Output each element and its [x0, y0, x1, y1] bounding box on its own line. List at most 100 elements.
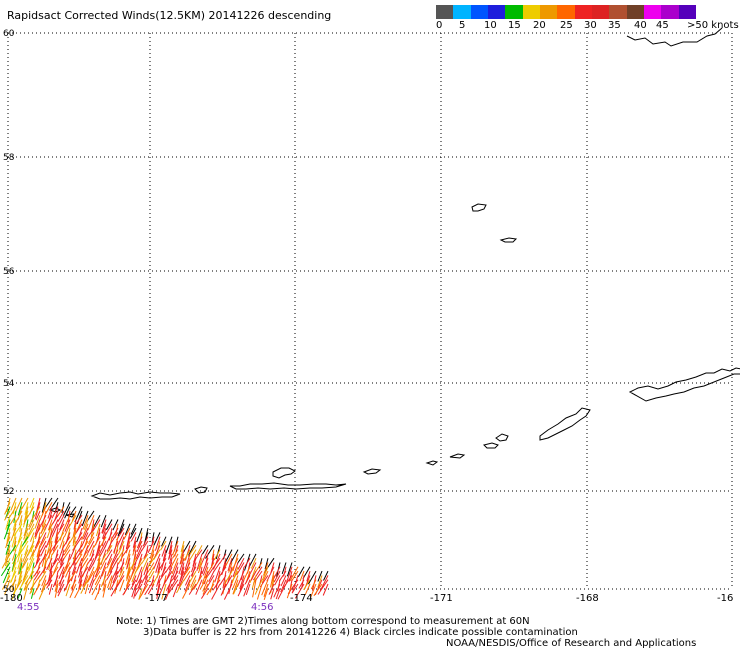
wind-barb	[172, 549, 179, 559]
wind-barb	[132, 540, 137, 552]
wind-barb	[74, 583, 83, 599]
wind-barb	[208, 570, 215, 583]
wind-barb	[135, 545, 143, 560]
colorbar-label: 20	[533, 20, 546, 31]
wind-barb	[182, 540, 191, 553]
coast-segment	[425, 460, 439, 466]
wind-barb	[89, 575, 95, 588]
wind-barb	[278, 570, 287, 582]
wind-barb	[102, 583, 107, 598]
wind-barb	[239, 579, 245, 592]
wind-barb	[5, 536, 11, 549]
wind-barb	[34, 519, 41, 535]
wind-barb	[8, 579, 17, 590]
wind-barb	[190, 579, 197, 591]
coast-segment	[626, 27, 723, 47]
wind-barb	[113, 540, 119, 553]
wind-barb	[74, 506, 83, 523]
wind-barb	[100, 575, 107, 587]
wind-barb	[205, 575, 215, 590]
wind-barb	[46, 536, 53, 554]
wind-barb	[252, 570, 263, 584]
wind-barb	[57, 545, 65, 561]
coast-segment	[483, 442, 499, 449]
wind-barb	[177, 570, 185, 587]
wind-barb	[99, 562, 107, 580]
wind-barb	[105, 549, 113, 561]
wind-barb	[54, 527, 59, 543]
wind-barb	[35, 497, 41, 514]
wind-barb	[20, 536, 29, 548]
wind-barb	[17, 558, 23, 575]
notes-block: Note: 1) Times are GMT 2)Times along bot…	[116, 616, 696, 649]
wind-barb	[202, 562, 209, 576]
wind-barb	[75, 558, 83, 574]
wind-barb	[220, 583, 227, 596]
wind-barb	[261, 579, 269, 596]
wind-barb	[27, 540, 35, 556]
wind-barb	[75, 532, 83, 544]
wind-barb	[94, 575, 101, 586]
wind-barb	[10, 497, 17, 511]
wind-barb	[184, 575, 191, 586]
wind-barb	[213, 557, 221, 567]
lon-label: -16	[717, 593, 733, 604]
wind-barb	[24, 575, 35, 591]
wind-barb	[123, 527, 131, 540]
wind-barb	[92, 549, 101, 566]
wind-barbs	[0, 497, 329, 601]
wind-barb	[47, 519, 53, 531]
wind-barb	[19, 562, 23, 574]
wind-barb	[172, 583, 179, 598]
wind-barb	[34, 536, 41, 549]
wind-barb	[126, 558, 131, 569]
wind-barb	[277, 583, 287, 600]
wind-barb	[24, 527, 35, 544]
wind-barb	[148, 566, 155, 576]
wind-barb	[102, 579, 107, 592]
wind-barb	[65, 583, 71, 597]
wind-barb	[236, 562, 245, 576]
wind-barb	[161, 536, 167, 547]
wind-barb	[18, 515, 23, 526]
wind-barb	[106, 570, 113, 581]
wind-barb	[33, 570, 41, 581]
lat-label: 50	[3, 585, 15, 595]
wind-barb	[228, 562, 233, 573]
wind-barb	[136, 527, 143, 543]
wind-barb	[274, 575, 281, 586]
wind-barb	[23, 523, 29, 537]
wind-barb	[52, 553, 59, 565]
colorbar-segment	[436, 5, 454, 19]
wind-barb	[58, 575, 65, 585]
wind-barb	[168, 540, 173, 555]
wind-barb	[198, 558, 203, 570]
wind-barb	[78, 570, 83, 584]
wind-barb	[5, 515, 11, 530]
wind-barb	[322, 583, 329, 596]
wind-barb	[206, 583, 215, 596]
wind-barb	[178, 575, 185, 590]
wind-barb	[17, 545, 23, 563]
wind-barb	[183, 549, 191, 562]
wind-barb	[105, 519, 113, 531]
wind-barb	[251, 575, 257, 589]
wind-barb	[87, 540, 95, 554]
coast-segment	[471, 203, 487, 212]
wind-barb	[196, 553, 203, 572]
wind-barb	[41, 549, 47, 567]
wind-barb	[38, 583, 47, 600]
wind-barb	[223, 583, 233, 600]
wind-barb	[42, 497, 47, 512]
lon-label: -168	[576, 593, 599, 604]
wind-barb	[119, 536, 125, 550]
wind-barb	[94, 545, 101, 559]
wind-barb	[92, 562, 101, 577]
wind-barb	[190, 575, 197, 588]
wind-barb	[106, 553, 113, 566]
time-label: 4:56	[251, 602, 273, 613]
wind-barb	[153, 553, 161, 570]
wind-barb	[106, 566, 113, 577]
coast-segment	[229, 482, 347, 490]
